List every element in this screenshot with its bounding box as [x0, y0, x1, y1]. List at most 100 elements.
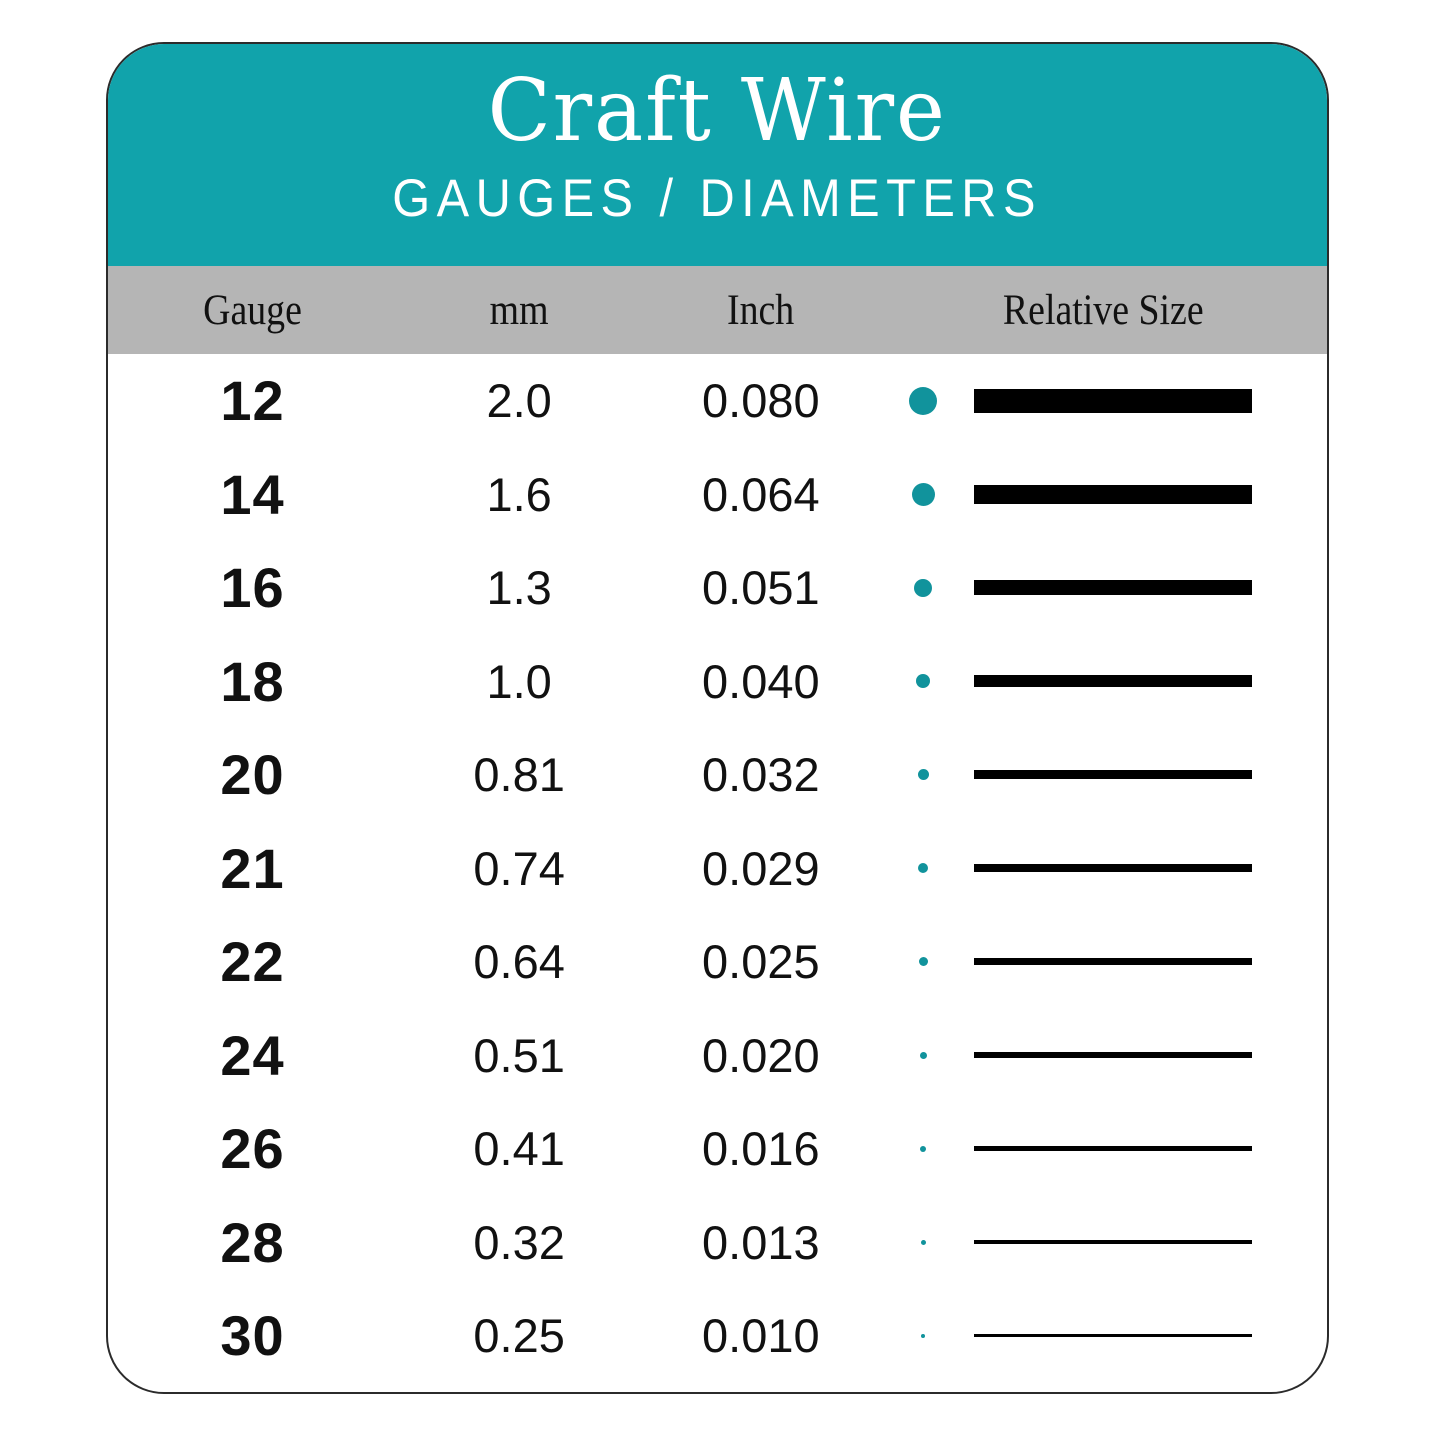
column-header-relative-size: Relative Size: [1003, 286, 1205, 334]
wire-cross-section-slot: [880, 1239, 966, 1245]
table-row: 28 0.32 0.013: [108, 1196, 1327, 1290]
wire-length-slot: [966, 675, 1327, 688]
wire-thickness-bar-icon: [974, 1052, 1253, 1059]
column-header-inch: Inch: [727, 286, 795, 334]
wire-cross-section-dot-icon: [919, 1051, 927, 1059]
cell-inch: 0.051: [702, 561, 820, 615]
wire-gauge-card: Craft Wire GAUGES / DIAMETERS Gauge mm I…: [106, 42, 1329, 1394]
table-row: 12 2.0 0.080: [108, 354, 1327, 448]
cell-relative-size: [880, 1102, 1327, 1196]
table-header-row: Gauge mm Inch Relative Size: [108, 266, 1327, 354]
cell-inch: 0.016: [702, 1122, 820, 1176]
cell-gauge: 28: [220, 1210, 285, 1274]
cell-relative-size: [880, 822, 1327, 916]
cell-gauge: 14: [220, 462, 285, 526]
wire-cross-section-slot: [880, 482, 966, 506]
wire-cross-section-slot: [880, 863, 966, 874]
cell-inch: 0.064: [702, 467, 820, 521]
table-row: 14 1.6 0.064: [108, 448, 1327, 542]
card-header: Craft Wire GAUGES / DIAMETERS: [108, 44, 1327, 266]
cell-gauge: 24: [220, 1023, 285, 1087]
wire-cross-section-dot-icon: [914, 578, 933, 597]
cell-relative-size: [880, 448, 1327, 542]
page-subtitle: GAUGES / DIAMETERS: [392, 169, 1043, 228]
table-row: 30 0.25 0.010: [108, 1289, 1327, 1383]
table-row: 20 0.81 0.032: [108, 728, 1327, 822]
table-row: 22 0.64 0.025: [108, 915, 1327, 1009]
cell-mm: 1.3: [486, 561, 552, 615]
cell-relative-size: [880, 541, 1327, 635]
cell-gauge: 30: [220, 1304, 285, 1368]
cell-gauge: 26: [220, 1117, 285, 1181]
cell-relative-size: [880, 728, 1327, 822]
cell-inch: 0.013: [702, 1215, 820, 1269]
wire-cross-section-slot: [880, 769, 966, 781]
cell-gauge: 12: [220, 369, 285, 433]
wire-cross-section-slot: [880, 1145, 966, 1152]
cell-gauge: 18: [220, 649, 285, 713]
cell-relative-size: [880, 1196, 1327, 1290]
wire-length-slot: [966, 864, 1327, 873]
table-row: 18 1.0 0.040: [108, 635, 1327, 729]
cell-mm: 0.81: [473, 748, 565, 802]
cell-mm: 1.6: [486, 467, 552, 521]
wire-thickness-bar-icon: [974, 580, 1253, 596]
cell-gauge: 21: [220, 836, 285, 900]
wire-thickness-bar-icon: [974, 675, 1253, 688]
cell-inch: 0.020: [702, 1028, 820, 1082]
wire-cross-section-dot-icon: [921, 1333, 926, 1338]
wire-length-slot: [966, 1240, 1327, 1245]
wire-length-slot: [966, 1334, 1327, 1338]
wire-length-slot: [966, 770, 1327, 780]
cell-inch: 0.025: [702, 935, 820, 989]
cell-mm: 0.51: [473, 1028, 565, 1082]
wire-cross-section-dot-icon: [911, 482, 935, 506]
wire-cross-section-slot: [880, 386, 966, 415]
cell-gauge: 22: [220, 930, 285, 994]
cell-mm: 0.25: [473, 1309, 565, 1363]
table-row: 21 0.74 0.029: [108, 822, 1327, 916]
table-row: 26 0.41 0.016: [108, 1102, 1327, 1196]
wire-cross-section-dot-icon: [918, 863, 929, 874]
wire-length-slot: [966, 1146, 1327, 1152]
wire-cross-section-dot-icon: [920, 1145, 927, 1152]
cell-mm: 0.74: [473, 841, 565, 895]
wire-length-slot: [966, 958, 1327, 966]
wire-cross-section-slot: [880, 674, 966, 689]
wire-cross-section-dot-icon: [909, 386, 938, 415]
cell-relative-size: [880, 1009, 1327, 1103]
wire-cross-section-slot: [880, 1051, 966, 1059]
wire-thickness-bar-icon: [974, 388, 1253, 413]
cell-inch: 0.040: [702, 654, 820, 708]
wire-cross-section-dot-icon: [920, 1239, 926, 1245]
table-row: 16 1.3 0.051: [108, 541, 1327, 635]
wire-length-slot: [966, 388, 1327, 413]
wire-thickness-bar-icon: [974, 864, 1253, 873]
cell-relative-size: [880, 635, 1327, 729]
cell-mm: 0.64: [473, 935, 565, 989]
cell-inch: 0.080: [702, 374, 820, 428]
page-title: Craft Wire: [487, 61, 948, 161]
cell-relative-size: [880, 1289, 1327, 1383]
wire-length-slot: [966, 484, 1327, 504]
cell-mm: 0.41: [473, 1122, 565, 1176]
table-body: 12 2.0 0.080 14 1.6 0.064 16 1.3 0.051 18 1.0 0.040…: [108, 354, 1327, 1383]
wire-thickness-bar-icon: [974, 958, 1253, 966]
wire-cross-section-slot: [880, 578, 966, 597]
cell-gauge: 16: [220, 556, 285, 620]
wire-cross-section-slot: [880, 1333, 966, 1338]
wire-thickness-bar-icon: [974, 770, 1253, 780]
wire-cross-section-dot-icon: [917, 769, 929, 781]
cell-inch: 0.010: [702, 1309, 820, 1363]
wire-thickness-bar-icon: [974, 1240, 1253, 1245]
cell-mm: 1.0: [486, 654, 552, 708]
wire-length-slot: [966, 580, 1327, 596]
wire-cross-section-slot: [880, 957, 966, 967]
cell-relative-size: [880, 915, 1327, 1009]
wire-thickness-bar-icon: [974, 1334, 1253, 1338]
cell-gauge: 20: [220, 743, 285, 807]
cell-inch: 0.029: [702, 841, 820, 895]
column-header-mm: mm: [489, 286, 549, 334]
cell-inch: 0.032: [702, 748, 820, 802]
